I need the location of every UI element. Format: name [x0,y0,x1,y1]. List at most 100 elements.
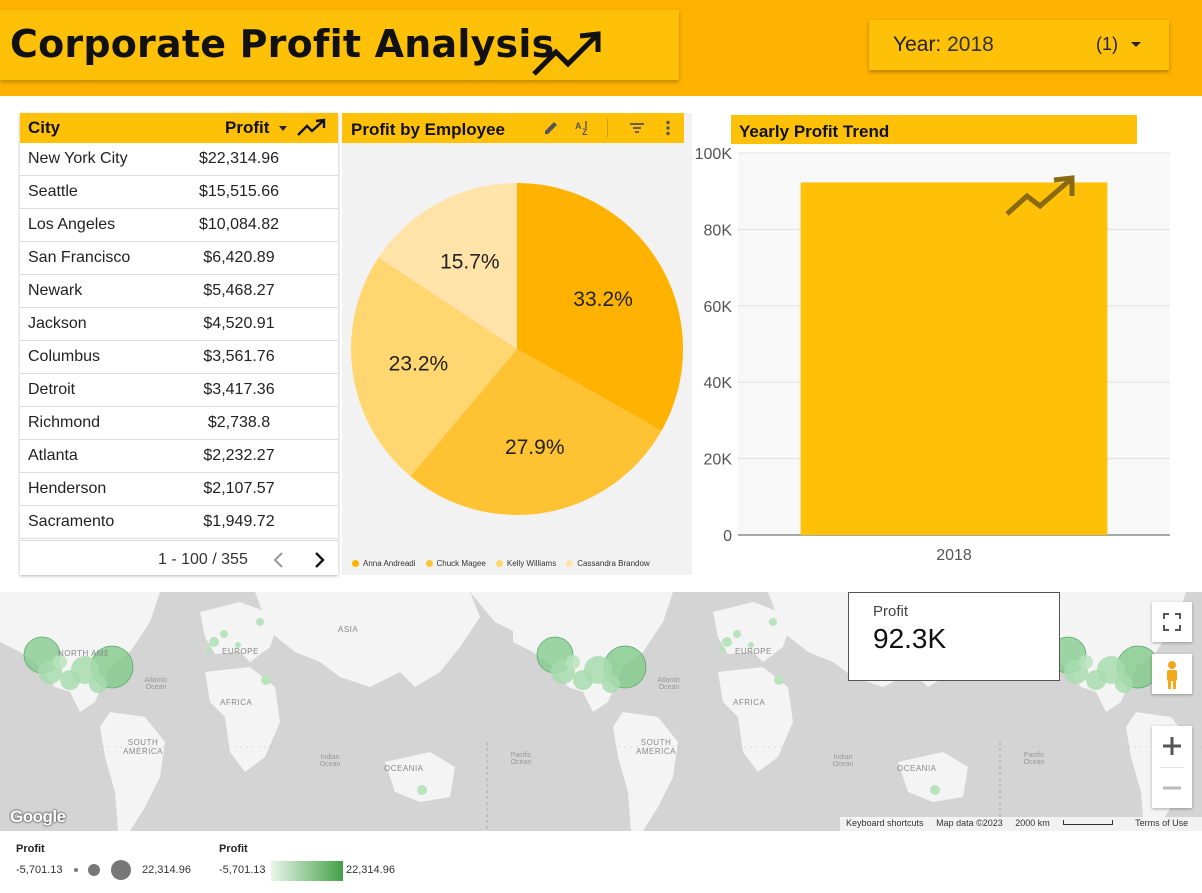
table-row[interactable]: Columbus $3,561.76 [20,341,338,374]
pegman-icon [1167,661,1177,689]
table-pagination: 1 - 100 / 355 [20,540,338,575]
legend-item[interactable]: Chuck Magee [425,559,486,568]
table-row[interactable]: Newark $5,468.27 [20,275,338,308]
map-label-north-america: NORTH AMERICA [58,649,108,658]
map-label-asia: ASIA [338,625,359,634]
cell-city: Columbus [28,348,101,365]
pie-slice-label: 33.2% [573,288,633,311]
legend-swatch [566,560,574,567]
legend-item[interactable]: Cassandra Brandow [566,559,650,568]
cell-city: New York City [28,150,128,167]
fullscreen-button[interactable] [1152,602,1192,642]
keyboard-shortcuts-link[interactable]: Keyboard shortcuts [846,818,924,828]
table-body: New York City $22,314.96 Seattle $15,515.66… [20,143,338,539]
pie-chart-plot: 33.2% 27.9% 23.2% 15.7% [350,183,683,515]
pie-slice-label: 27.9% [505,436,565,459]
chevron-right-icon[interactable] [310,551,328,569]
pie-slice[interactable] [410,349,662,515]
table-row[interactable]: Sacramento $1,949.72 [20,506,338,539]
table-row[interactable]: Henderson $2,107.57 [20,473,338,506]
table-row[interactable]: Los Angeles $10,084.82 [20,209,338,242]
pie-slice-label: 15.7% [440,250,500,273]
map-label-pacific: Pacific Ocean [510,752,532,766]
pie-slice[interactable] [378,183,517,349]
caret-down-icon [1131,42,1141,47]
column-header-city[interactable]: City [28,118,61,137]
page-title: Corporate Profit Analysis [10,22,555,66]
table-row[interactable]: Atlanta $2,232.27 [20,440,338,473]
fullscreen-icon [1163,613,1181,631]
cell-city: Detroit [28,381,76,398]
map-label-atlantic-2: Atlantic Ocean [657,677,681,691]
y-tick-label: 60K [704,299,733,316]
terms-of-use-link[interactable]: Terms of Use [1135,818,1189,828]
table-row[interactable]: Jackson $4,520.91 [20,308,338,341]
world-map-base [0,592,1202,831]
sort-az-icon[interactable]: A Z [574,119,592,137]
trending-up-icon [532,31,601,76]
chevron-left-icon[interactable] [270,551,288,569]
zoom-in-button[interactable] [1152,726,1192,766]
trending-up-icon [297,118,326,136]
year-filter-dropdown[interactable]: Year: 2018 (1) [869,20,1169,70]
color-legend-min: -5,701.13 [219,864,266,876]
toolbar-divider [607,119,608,137]
cell-city: Newark [28,282,83,299]
cell-city: San Francisco [28,249,131,266]
table-row[interactable]: New York City $22,314.96 [20,143,338,176]
bubble-size-legend-title: Profit [16,843,45,855]
bar[interactable] [800,182,1108,535]
cell-profit: $2,107.57 [203,480,275,497]
pie-slice-label: 23.2% [389,352,449,375]
bubble-size-legend-max: 22,314.96 [142,864,191,876]
cell-profit: $3,561.76 [203,348,275,365]
pie-chart-title: Profit by Employee [351,120,505,139]
cell-profit: $4,520.91 [203,315,275,332]
filter-icon[interactable] [628,119,646,137]
map-label-africa-2: AFRICA [733,698,766,707]
column-header-profit[interactable]: Profit [225,118,270,137]
pencil-icon[interactable] [542,119,560,137]
legend-swatch [495,560,503,567]
cell-profit: $10,084.82 [198,216,280,233]
table-row[interactable]: Detroit $3,417.36 [20,374,338,407]
pie-slice[interactable] [350,257,517,477]
table-row[interactable]: Richmond $2,738.8 [20,407,338,440]
cell-city: Richmond [28,414,101,431]
year-filter-count: (1) [1096,34,1118,54]
y-tick-label: 20K [704,452,733,469]
map-label-indian: Indian Ocean [319,754,341,768]
legend-item[interactable]: Anna Andreadi [352,559,416,568]
y-tick-label: 80K [704,222,733,239]
cell-profit: $2,738.8 [207,414,271,431]
bubble-size-legend-icons [74,860,131,880]
sort-desc-icon[interactable] [279,126,287,131]
y-tick-label: 40K [704,375,733,392]
cell-profit: $1,949.72 [203,513,275,530]
zoom-out-button[interactable] [1152,768,1192,808]
bar-chart-header: Yearly Profit Trend [731,115,1137,144]
table-row[interactable]: San Francisco $6,420.89 [20,242,338,275]
yearly-profit-chart: 0 20K 40K 60K 80K 100K 2018 [695,146,1170,564]
map-attribution: Keyboard shortcuts Map data ©2023 2000 k… [840,817,1202,831]
legend-label: Cassandra Brandow [577,559,650,568]
pie-chart-header: Profit by Employee A Z [342,113,684,143]
table-row[interactable]: Seattle $15,515.66 [20,176,338,209]
profit-scorecard: Profit 92.3K [848,592,1060,681]
legend-label: Kelly Williams [506,559,557,568]
city-profit-table: City Profit New York City $22,314.96 Seatt… [20,113,338,575]
year-filter-value: 2018 [947,33,994,56]
y-tick-label: 100K [695,146,733,163]
x-tick-label: 2018 [936,547,972,564]
street-view-pegman-button[interactable] [1152,654,1192,694]
map-label-africa: AFRICA [220,698,253,707]
legend-swatch [352,560,359,567]
pie-legend: Anna Andreadi Chuck Magee Kelly Williams Ca… [352,553,660,568]
cell-city: Atlanta [28,447,78,464]
cell-city: Jackson [28,315,87,332]
pie-slice[interactable] [517,183,683,431]
more-vert-icon[interactable] [659,119,677,137]
map-label-europe-2: EUROPE [735,647,772,656]
legend-item[interactable]: Kelly Williams [495,559,557,568]
profit-map[interactable]: ASIA EUROPE AFRICA SOUTH AMERICA OCEANIA… [0,592,1202,831]
